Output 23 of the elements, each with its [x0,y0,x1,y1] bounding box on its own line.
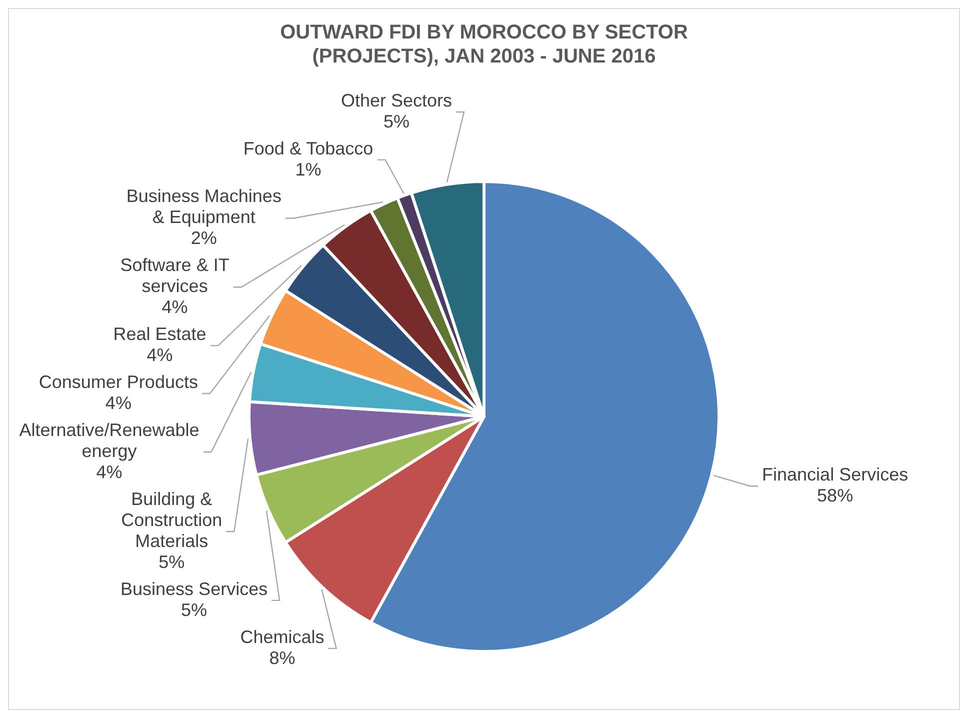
slice-label: Chemicals [240,626,324,647]
slice-label: Other Sectors [340,90,452,110]
slice-label: Business Machines & Equipment [126,186,282,228]
slice-label: Real Estate [113,324,206,344]
data-label: 58% [817,486,854,506]
slice-label: Software & IT services [120,255,230,296]
data-label: 4% [96,462,122,482]
slice-label: Consumer Products [38,372,198,392]
data-label: 5% [383,111,410,132]
data-label: 5% [181,600,208,620]
slice-label: Building & Construction Materials [121,488,222,551]
data-label: 1% [295,159,322,180]
slice-label: Food & Tobacco [243,138,374,158]
data-label: 5% [158,552,185,572]
slice-label: Alternative/Renewable energy [19,420,200,461]
data-label: 8% [269,648,296,668]
slice-label: Financial Services [762,464,908,485]
data-label: 4% [146,345,173,366]
data-label: 4% [162,297,188,318]
chart-title: OUTWARD FDI BY MOROCCO BY SECTOR (PROJECTS), JAN 2003 - JUNE 2016 [280,22,688,68]
data-label: 4% [105,393,132,413]
data-label: 2% [190,228,217,248]
slice-label: Business Services [120,578,268,599]
